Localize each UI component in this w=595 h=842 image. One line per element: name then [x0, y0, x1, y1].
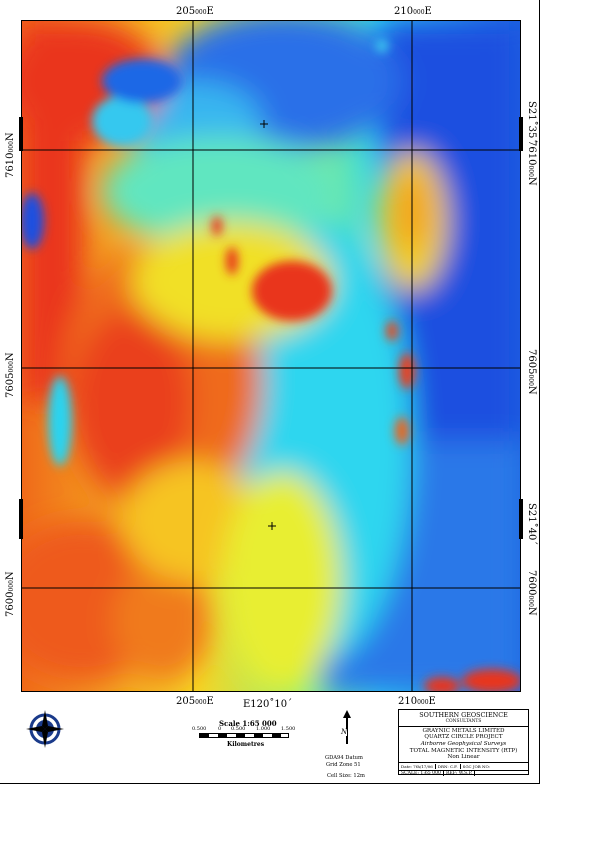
project-name: QUARTZ CIRCLE PROJECT	[424, 734, 503, 741]
scale-tick: 0.500	[231, 726, 246, 732]
right-northing-7605: 7605000N	[526, 349, 537, 395]
right-latitude-1: S21˚35´	[526, 101, 537, 144]
geo-crosses	[260, 120, 276, 530]
scale-unit: Kilometres	[227, 741, 265, 748]
lat-edge-mark-left	[19, 117, 23, 151]
scale-tick: 1.500	[281, 726, 296, 732]
survey-name: Airborne Geophysical Surveys	[420, 740, 507, 747]
grid-lines	[22, 21, 520, 691]
scale-cell: SCALE: 1:65 000	[399, 771, 444, 777]
scale-bar	[199, 733, 289, 738]
scale-tick: 0	[218, 726, 222, 732]
company-name: SOUTHERN GEOSCIENCE	[419, 711, 508, 719]
lat-edge-mark-right	[519, 117, 523, 151]
scale-tick: 0.500	[192, 726, 207, 732]
datum-line-1: GDA94 Datum	[325, 755, 363, 761]
sgc-logo	[26, 710, 64, 748]
bottom-easting-210: 210000E	[398, 696, 436, 707]
stretch-type: Non Linear	[447, 754, 480, 761]
left-northing-7600: 7600000N	[5, 571, 16, 617]
ref-cell: REF: W.S.P.	[444, 771, 476, 777]
top-easting-205: 205000E	[176, 6, 214, 17]
top-easting-210: 210000E	[394, 6, 432, 17]
lat-edge-mark-left-2	[19, 499, 23, 539]
bottom-longitude: E120˚10´	[243, 699, 293, 710]
company-sub: CONSULTANTS	[445, 719, 482, 724]
scale-tick: 1.000	[256, 726, 271, 732]
datum-line-3: Cell Size: 12m	[327, 773, 365, 779]
right-northing-7610: 7610000N	[526, 140, 537, 186]
right-northing-7600: 7600000N	[526, 570, 537, 616]
right-latitude-2: S21˚40´	[526, 503, 537, 546]
scale-title: Scale 1:65 000	[219, 719, 277, 728]
left-northing-7605: 7605000N	[5, 352, 16, 398]
magnetic-map[interactable]	[21, 20, 521, 692]
title-company: SOUTHERN GEOSCIENCE CONSULTANTS	[399, 710, 528, 727]
tmi-raster	[22, 21, 520, 691]
datum-line-2: Grid Zone 51	[326, 762, 361, 768]
date-cell: Date: 7th/17/06	[399, 764, 436, 770]
job-cell: SGC JOB NO:	[462, 764, 491, 770]
north-arrow-icon	[343, 710, 351, 744]
title-row-1: Date: 7th/17/06 DRN: C.F. SGC JOB NO:	[399, 763, 528, 772]
bottom-easting-205: 205000E	[176, 696, 214, 707]
left-northing-7610: 7610000N	[5, 132, 16, 178]
title-block: SOUTHERN GEOSCIENCE CONSULTANTS GRAYNIC …	[398, 709, 529, 777]
north-label: N	[341, 728, 348, 736]
map-sheet	[0, 0, 540, 784]
title-body: GRAYNIC METALS LIMITED QUARTZ CIRCLE PRO…	[399, 727, 528, 764]
client-name: GRAYNIC METALS LIMITED	[422, 727, 505, 734]
title-row-2: SCALE: 1:65 000 REF: W.S.P.	[399, 771, 528, 777]
product-name: TOTAL MAGNETIC INTENSITY (RTP)	[409, 747, 518, 754]
drawn-cell: DRN: C.F.	[436, 764, 461, 770]
lat-edge-mark-right-2	[519, 499, 523, 539]
